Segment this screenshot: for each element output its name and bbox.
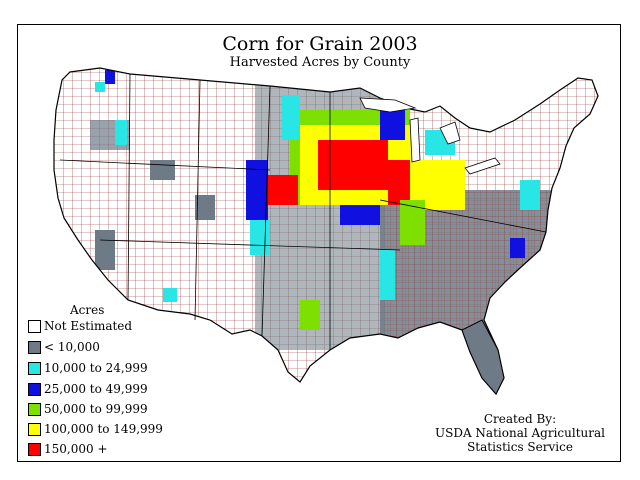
legend-label: 100,000 to 149,999 — [44, 422, 163, 436]
legend-swatch — [28, 362, 41, 375]
legend-swatch — [28, 403, 41, 416]
credit-line: Created By: — [483, 412, 557, 426]
legend-swatch — [28, 423, 41, 436]
credit-line: USDA National Agricultural — [435, 426, 605, 440]
map-title: Corn for Grain 2003 — [222, 33, 418, 55]
legend-label: 25,000 to 49,999 — [44, 382, 148, 396]
credit-line: Statistics Service — [467, 440, 573, 454]
credit-block: Created By: USDA National Agricultural S… — [420, 412, 620, 454]
legend-swatch — [28, 341, 41, 354]
legend-title: Acres — [70, 303, 105, 317]
legend-swatch — [28, 443, 41, 456]
legend-swatch — [28, 320, 41, 333]
legend-label: 50,000 to 99,999 — [44, 402, 148, 416]
legend-label: Not Estimated — [44, 319, 133, 333]
legend-label: < 10,000 — [44, 340, 100, 354]
legend-label: 10,000 to 24,999 — [44, 361, 148, 375]
map-subtitle: Harvested Acres by County — [229, 55, 411, 70]
legend-label: 150,000 + — [44, 442, 108, 456]
legend-swatch — [28, 383, 41, 396]
